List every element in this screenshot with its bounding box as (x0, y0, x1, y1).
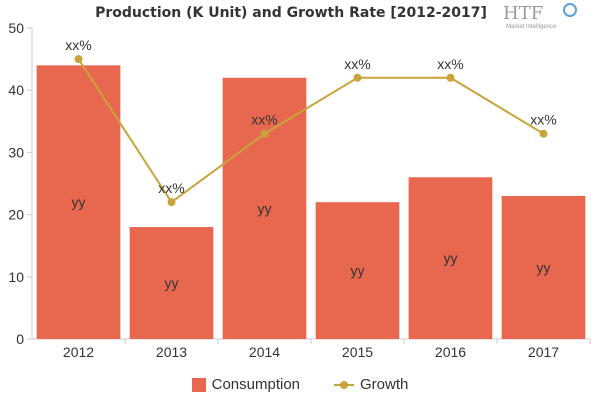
logo: HTF Market Intelligence (503, 3, 577, 30)
growth-data-label: xx% (251, 112, 277, 128)
growth-data-label: xx% (530, 112, 556, 128)
x-tick-label: 2015 (342, 344, 373, 360)
growth-point-2012[interactable] (74, 55, 83, 64)
logo-subtext: Market Intelligence (506, 24, 557, 30)
bar-consumption-2014[interactable] (222, 77, 307, 339)
growth-point-2013[interactable] (167, 198, 176, 207)
growth-point-2017[interactable] (539, 129, 548, 138)
y-tick-label: 30 (8, 144, 24, 160)
chart-title: Production (K Unit) and Growth Rate [201… (95, 5, 487, 21)
bar-consumption-2017[interactable] (501, 195, 586, 339)
bar-consumption-2016[interactable] (408, 177, 493, 339)
x-tick-label: 2014 (249, 344, 280, 360)
legend: Consumption Growth (0, 376, 600, 393)
growth-data-label: xx% (65, 37, 91, 53)
x-tick-label: 2016 (435, 344, 466, 360)
bar-consumption-2012[interactable] (36, 65, 121, 339)
y-tick-label: 40 (8, 82, 24, 98)
bar-consumption-2015[interactable] (315, 202, 400, 339)
y-tick-label: 0 (16, 331, 24, 347)
y-tick-label: 20 (8, 207, 24, 223)
bar-data-label: yy (537, 259, 551, 275)
x-tick-label: 2017 (528, 344, 559, 360)
legend-label-growth: Growth (360, 376, 409, 393)
y-tick-label: 10 (8, 269, 24, 285)
x-tick-label: 2013 (156, 344, 187, 360)
bar-data-label: yy (72, 194, 86, 210)
growth-point-2016[interactable] (446, 73, 455, 82)
bar-data-label: yy (165, 275, 179, 291)
growth-data-label: xx% (437, 56, 463, 72)
growth-data-label: xx% (158, 180, 184, 196)
growth-point-2015[interactable] (353, 73, 362, 82)
y-tick-label: 50 (8, 20, 24, 36)
bar-data-label: yy (351, 263, 365, 279)
growth-point-2014[interactable] (260, 129, 269, 138)
bar-data-label: yy (444, 250, 458, 266)
legend-item-consumption[interactable]: Consumption (191, 376, 301, 393)
bar-consumption-2013[interactable] (129, 227, 214, 339)
logo-text: HTF (503, 3, 543, 24)
growth-data-label: xx% (344, 56, 370, 72)
legend-swatch-growth (334, 378, 355, 392)
logo-globe-icon (563, 3, 577, 17)
legend-item-growth[interactable]: Growth (334, 376, 408, 393)
growth-line (77, 58, 545, 204)
bar-data-label: yy (258, 200, 272, 216)
legend-swatch-consumption (191, 377, 206, 392)
x-tick-label: 2012 (63, 344, 94, 360)
legend-label-consumption: Consumption (211, 376, 301, 393)
